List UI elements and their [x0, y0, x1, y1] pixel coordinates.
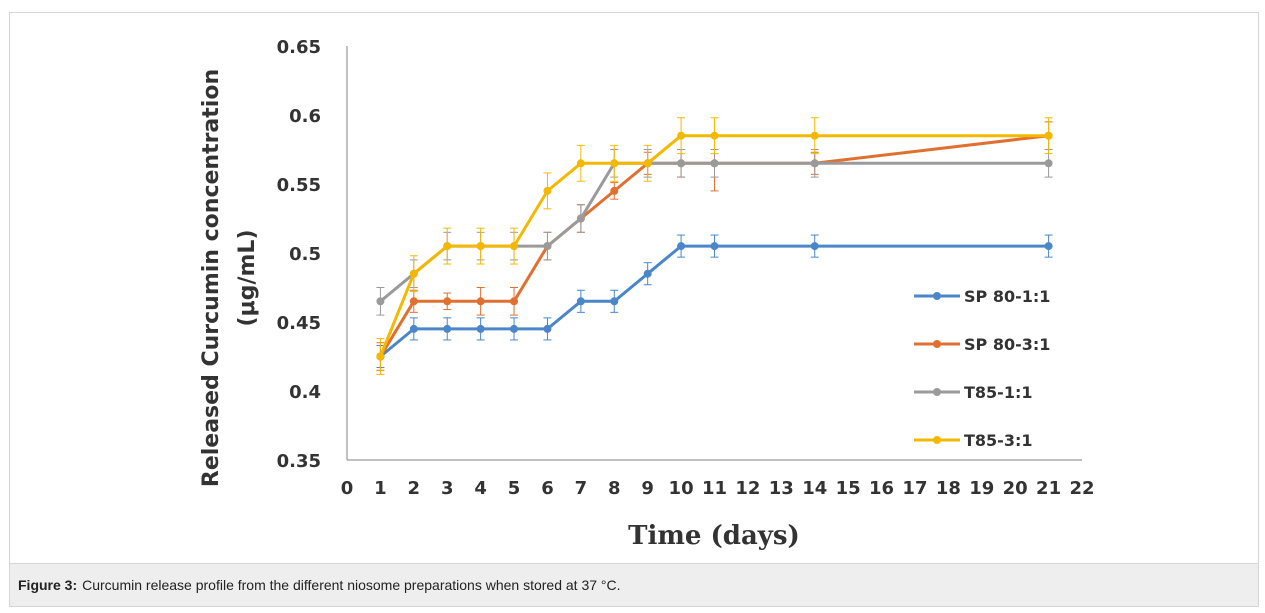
legend-label: SP 80-1:1 — [964, 287, 1050, 306]
y-tick-label: 0.55 — [277, 175, 321, 196]
data-point — [643, 159, 652, 168]
legend-swatch-marker — [933, 436, 941, 444]
legend-swatch-marker — [933, 388, 941, 396]
data-point — [677, 131, 686, 140]
x-tick-label: 12 — [735, 478, 760, 499]
data-point — [476, 324, 485, 333]
data-point — [543, 186, 552, 195]
x-tick-label: 13 — [769, 478, 794, 499]
data-point — [643, 269, 652, 278]
data-point — [409, 324, 418, 333]
y-tick-label: 0.4 — [289, 382, 321, 403]
data-point — [510, 242, 519, 251]
x-tick-label: 4 — [474, 478, 487, 499]
x-tick-label: 0 — [341, 478, 354, 499]
x-tick-label: 8 — [608, 478, 621, 499]
caption-label: Figure 3: — [18, 577, 78, 593]
x-axis-label: Time (days) — [628, 521, 800, 551]
data-point — [476, 297, 485, 306]
data-point — [610, 186, 619, 195]
data-point — [443, 242, 452, 251]
x-tick-label: 16 — [869, 478, 894, 499]
data-point — [710, 159, 719, 168]
data-point — [376, 352, 385, 361]
x-tick-label: 1 — [374, 478, 387, 499]
x-tick-label: 22 — [1069, 478, 1094, 499]
legend-swatch-marker — [933, 292, 941, 300]
x-tick-label: 20 — [1003, 478, 1028, 499]
legend-entry: SP 80-3:1 — [914, 335, 1050, 354]
data-point — [543, 242, 552, 251]
series-sp-80-1-1 — [376, 242, 1053, 361]
data-point — [576, 297, 585, 306]
x-tick-label: 7 — [575, 478, 588, 499]
y-tick-label: 0.65 — [277, 37, 321, 58]
x-tick-label: 10 — [669, 478, 694, 499]
data-point — [510, 324, 519, 333]
legend-entry: SP 80-1:1 — [914, 287, 1050, 306]
data-point — [1044, 242, 1053, 251]
legend-swatch-marker — [933, 340, 941, 348]
y-axis-label: Released Curcumin concentration (μg/mL) — [199, 69, 260, 487]
x-tick-label: 5 — [508, 478, 521, 499]
y-tick-label: 0.45 — [277, 313, 321, 334]
figure-frame — [9, 12, 1259, 607]
legend-entry: T85-1:1 — [914, 383, 1032, 402]
x-tick-label: 9 — [641, 478, 654, 499]
figure-caption: Figure 3: Curcumin release profile from … — [9, 563, 1259, 607]
x-tick-label: 2 — [408, 478, 421, 499]
data-point — [677, 159, 686, 168]
series-t85-3-1 — [376, 131, 1053, 361]
data-point — [710, 242, 719, 251]
data-point — [810, 131, 819, 140]
data-point — [810, 242, 819, 251]
x-tick-label: 18 — [936, 478, 961, 499]
legend-label: T85-1:1 — [964, 383, 1032, 402]
legend-entry: T85-3:1 — [914, 431, 1032, 450]
x-tick-label: 6 — [541, 478, 554, 499]
data-point — [810, 159, 819, 168]
data-point — [443, 297, 452, 306]
legend: SP 80-1:1 SP 80-3:1 T85-1:1 T85-3:1 — [914, 287, 1050, 450]
data-point — [376, 297, 385, 306]
axes — [346, 46, 1082, 461]
y-axis-label-line1: Released Curcumin concentration — [199, 69, 224, 487]
data-point — [710, 131, 719, 140]
x-tick-label: 14 — [802, 478, 827, 499]
error-bars — [376, 117, 1053, 375]
data-point — [543, 324, 552, 333]
x-tick-label: 19 — [969, 478, 994, 499]
data-point — [409, 269, 418, 278]
legend-label: T85-3:1 — [964, 431, 1032, 450]
data-point — [1044, 159, 1053, 168]
tick-labels: 0 1 2 3 4 5 6 7 8 9 10 11 12 13 14 15 16 17 18 19 20 21 220.35… — [277, 37, 1095, 499]
x-tick-label: 3 — [441, 478, 454, 499]
caption-text: Curcumin release profile from the differ… — [82, 577, 621, 593]
data-point — [576, 214, 585, 223]
x-tick-label: 15 — [836, 478, 861, 499]
data-point — [443, 324, 452, 333]
data-point — [510, 297, 519, 306]
y-tick-label: 0.5 — [289, 244, 321, 265]
data-point — [610, 159, 619, 168]
y-tick-label: 0.35 — [277, 451, 321, 472]
data-point — [1044, 131, 1053, 140]
y-axis-label-line2: (μg/mL) — [235, 229, 260, 326]
line-chart: 0 1 2 3 4 5 6 7 8 9 10 11 12 13 14 15 16 17 18 19 20 21 220.35… — [199, 37, 1095, 551]
data-point — [677, 242, 686, 251]
data-point — [409, 297, 418, 306]
series-lines — [376, 131, 1053, 361]
legend-label: SP 80-3:1 — [964, 335, 1050, 354]
x-tick-label: 21 — [1036, 478, 1061, 499]
y-tick-label: 0.6 — [289, 106, 321, 127]
x-tick-label: 17 — [902, 478, 927, 499]
data-point — [476, 242, 485, 251]
data-point — [576, 159, 585, 168]
data-point — [610, 297, 619, 306]
x-tick-label: 11 — [702, 478, 727, 499]
